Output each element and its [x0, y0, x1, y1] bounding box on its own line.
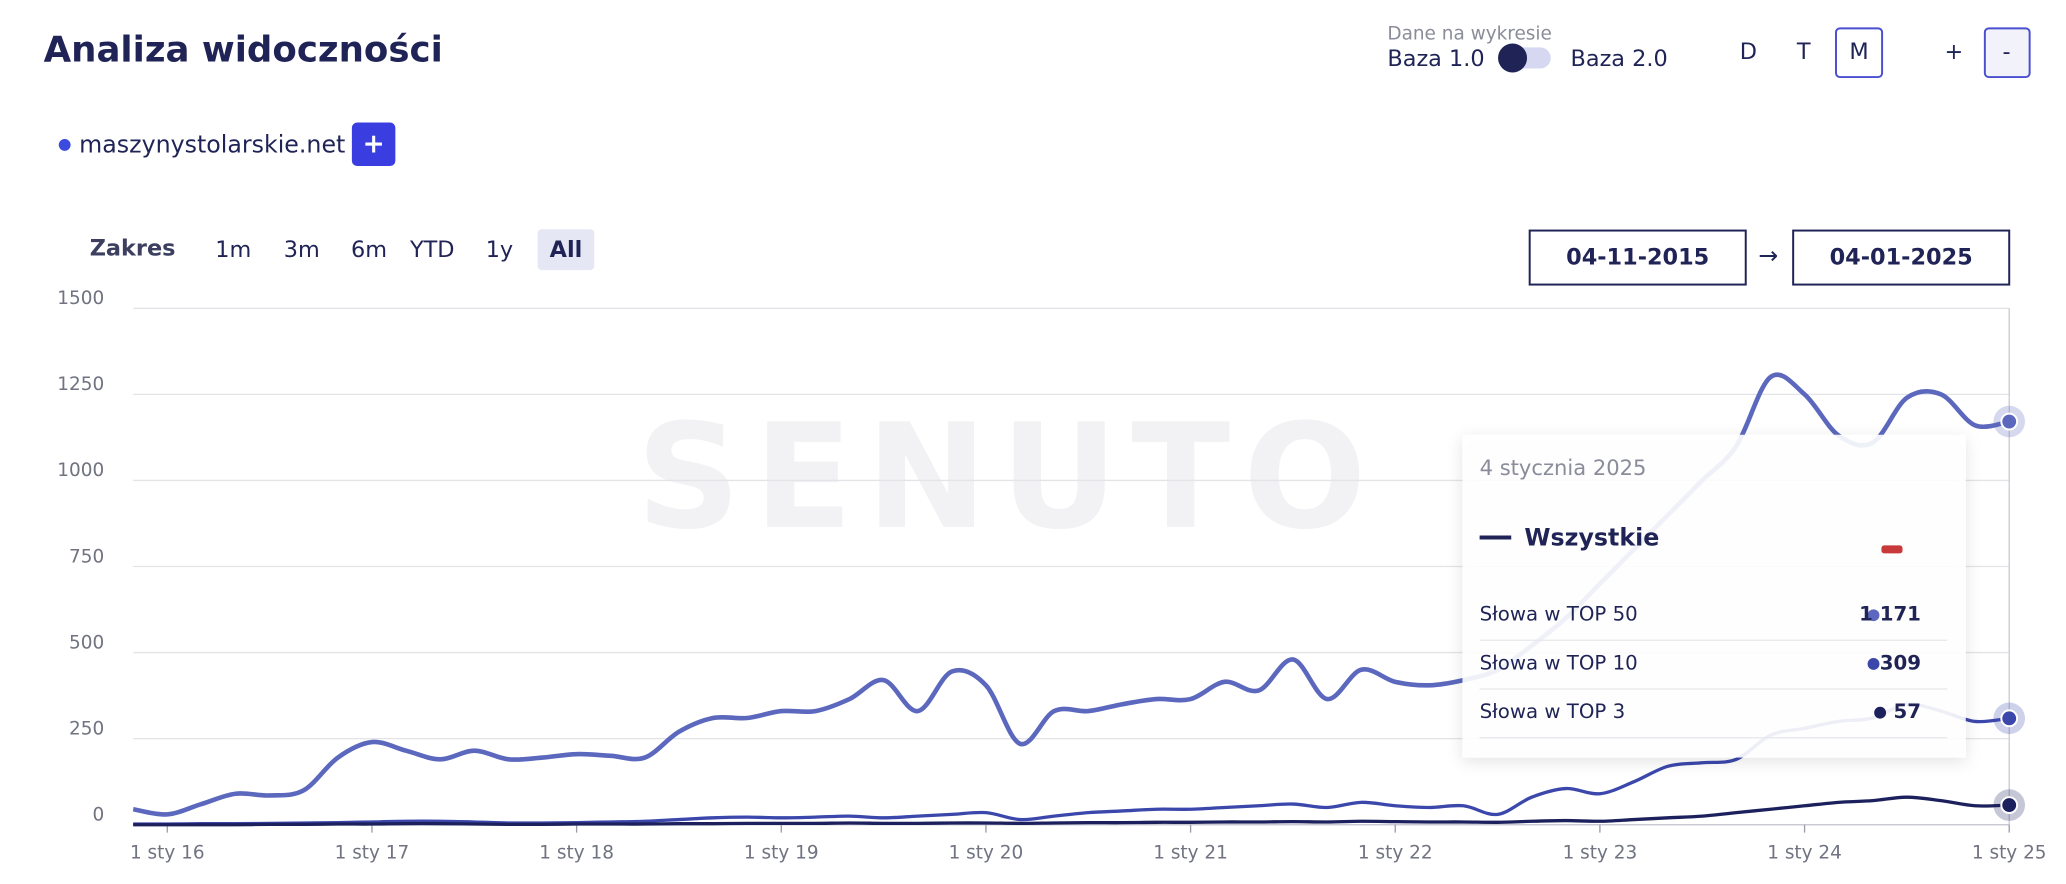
- y-tick-label: 1250: [57, 374, 104, 395]
- date-to-box[interactable]: [1792, 229, 2011, 286]
- x-tick-label: 1 sty 17: [335, 843, 410, 864]
- series-line: [133, 702, 2010, 826]
- date-arrow: →: [1758, 241, 1778, 269]
- zoom-out[interactable]: -: [2003, 39, 2011, 65]
- x-tick-label: 1 sty 22: [1358, 843, 1433, 864]
- date-from[interactable]: 04-11-2015: [1566, 245, 1709, 271]
- y-tick-label: 1500: [57, 288, 104, 309]
- zoom-in[interactable]: +: [1945, 39, 1964, 65]
- data-label: Dane na wykresie: [1387, 23, 1551, 44]
- range-option[interactable]: 3m: [284, 237, 320, 263]
- x-tick-label: 1 sty 20: [949, 843, 1024, 864]
- x-tick-label: 1 sty 19: [744, 843, 819, 864]
- tooltip-row-dot: [1867, 658, 1880, 670]
- gran-button[interactable]: M: [1849, 39, 1868, 65]
- x-tick-label: 1 sty 24: [1767, 843, 1842, 864]
- tooltip-row-dot: [1874, 706, 1887, 719]
- domain-name: maszynystolarskie.net: [79, 131, 345, 159]
- gran-button[interactable]: D: [1740, 39, 1757, 65]
- x-tick-label: 1 sty 25: [1972, 843, 2047, 864]
- range-option[interactable]: All: [550, 237, 583, 263]
- range-active-bg[interactable]: [537, 229, 595, 271]
- date-to[interactable]: 04-01-2025: [1830, 245, 1973, 271]
- gran-active-frame[interactable]: [1834, 27, 1884, 79]
- range-option[interactable]: 1m: [215, 237, 251, 263]
- domain-dot: [58, 138, 71, 151]
- y-tick-label: 500: [69, 632, 104, 653]
- page-title: Analiza widoczności: [44, 29, 443, 70]
- base-right: Baza 2.0: [1571, 46, 1668, 72]
- tooltip-row-label: Słowa w TOP 50: [1480, 603, 1638, 626]
- range-label: Zakres: [90, 235, 176, 261]
- tooltip-flag: [1881, 545, 1903, 554]
- x-tick-label: 1 sty 18: [539, 843, 614, 864]
- tooltip-box: [1462, 434, 1966, 758]
- tooltip-title: Wszystkie: [1524, 523, 1659, 551]
- end-marker: [2000, 412, 2019, 431]
- tooltip-row-label: Słowa w TOP 3: [1480, 700, 1626, 723]
- range-option[interactable]: 6m: [351, 237, 387, 263]
- gran-button[interactable]: T: [1796, 39, 1811, 65]
- tooltip-row-value: 57: [1893, 700, 1920, 723]
- base-left: Baza 1.0: [1387, 46, 1484, 72]
- watermark: SENUTO: [636, 393, 1379, 562]
- tooltip: 4 stycznia 2025 Wszystkie Słowa w TOP 50 1 …: [1462, 434, 1966, 758]
- tooltip-row-value: 1 171: [1859, 603, 1921, 626]
- range-option[interactable]: 1y: [486, 237, 513, 263]
- tooltip-date: 4 stycznia 2025: [1480, 455, 1647, 480]
- plot-area: 0 250 500 750 1000 1250 1500 1 sty 16 1 sty 17 1 …: [57, 288, 2046, 864]
- y-tick-label: 750: [69, 546, 104, 567]
- y-tick-label: 0: [92, 804, 104, 825]
- end-marker: [2000, 709, 2019, 728]
- x-tick-label: 1 sty 23: [1563, 843, 1638, 864]
- add-domain-button[interactable]: [351, 122, 396, 166]
- tooltip-row-dot: [1867, 609, 1880, 622]
- y-tick-label: 1000: [57, 460, 104, 481]
- tooltip-row-label: Słowa w TOP 10: [1480, 651, 1638, 674]
- add-domain-label[interactable]: +: [363, 129, 385, 159]
- range-option[interactable]: YTD: [409, 237, 455, 263]
- zoom-out-frame[interactable]: [1983, 27, 2031, 79]
- tooltip-row-value: 309: [1880, 651, 1921, 674]
- y-tick-label: 250: [69, 718, 104, 739]
- series-line: [133, 795, 2010, 827]
- x-tick-label: 1 sty 21: [1153, 843, 1228, 864]
- toggle-knob[interactable]: [1498, 43, 1528, 73]
- end-marker: [2000, 796, 2019, 814]
- x-tick-label: 1 sty 16: [130, 843, 205, 864]
- date-from-box[interactable]: [1528, 229, 1747, 286]
